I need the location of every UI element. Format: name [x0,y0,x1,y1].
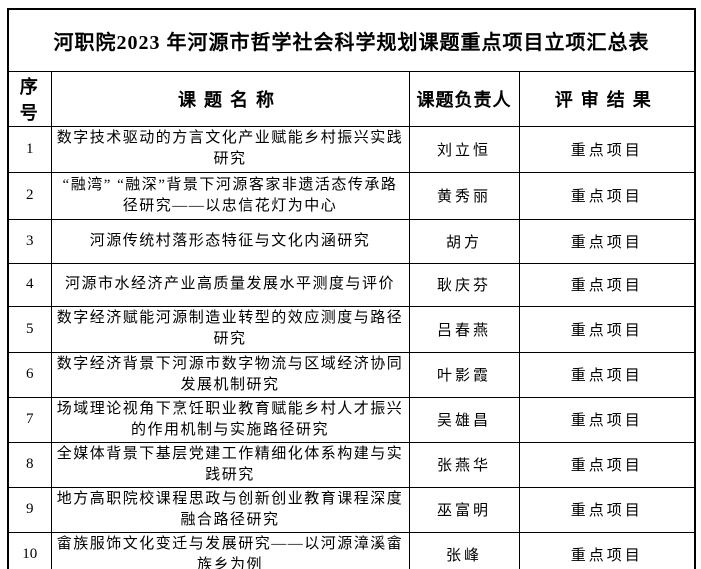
cell-leader: 胡方 [408,218,520,264]
cell-leader: 吕春燕 [408,305,520,353]
projects-summary-table: 河职院2023 年河源市哲学社会科学规划课题重点项目立项汇总表 序号 课题名称 … [7,8,696,569]
cell-index: 8 [7,441,52,488]
table-row: 8 全媒体背景下基层党建工作精细化体系构建与实践研究 张燕华 重点项目 [7,441,696,488]
cell-index: 5 [7,305,52,353]
table-title: 河职院2023 年河源市哲学社会科学规划课题重点项目立项汇总表 [7,8,696,72]
cell-leader: 叶影霞 [408,351,520,398]
cell-index: 4 [7,262,52,307]
cell-result: 重点项目 [518,396,696,443]
title-row: 河职院2023 年河源市哲学社会科学规划课题重点项目立项汇总表 [7,8,696,72]
table-row: 6 数字经济背景下河源市数字物流与区域经济协同发展机制研究 叶影霞 重点项目 [7,351,696,398]
cell-result: 重点项目 [518,441,696,488]
header-row: 序号 课题名称 课题负责人 评审结果 [7,70,696,127]
table-row: 4 河源市水经济产业高质量发展水平测度与评价 耿庆芬 重点项目 [7,262,696,307]
cell-leader: 黄秀丽 [408,171,520,220]
cell-index: 1 [7,125,52,173]
cell-result: 重点项目 [518,531,696,569]
column-header-index: 序号 [7,70,52,127]
cell-project-name: “融湾” “融深”背景下河源客家非遗活态传承路径研究——以忠信花灯为中心 [50,171,410,220]
table-row: 5 数字经济赋能河源制造业转型的效应测度与路径研究 吕春燕 重点项目 [7,305,696,353]
cell-project-name: 河源市水经济产业高质量发展水平测度与评价 [50,262,410,307]
table-row: 2 “融湾” “融深”背景下河源客家非遗活态传承路径研究——以忠信花灯为中心 黄… [7,171,696,220]
table-row: 7 场域理论视角下烹饪职业教育赋能乡村人才振兴的作用机制与实施路径研究 吴雄昌 … [7,396,696,443]
cell-result: 重点项目 [518,125,696,173]
table-row: 10 畲族服饰文化变迁与发展研究——以河源漳溪畲族乡为例 张峰 重点项目 [7,531,696,569]
cell-project-name: 数字技术驱动的方言文化产业赋能乡村振兴实践研究 [50,125,410,173]
cell-leader: 吴雄昌 [408,396,520,443]
cell-leader: 张燕华 [408,441,520,488]
cell-leader: 耿庆芬 [408,262,520,307]
cell-result: 重点项目 [518,218,696,264]
cell-index: 9 [7,486,52,533]
cell-leader: 巫富明 [408,486,520,533]
cell-index: 7 [7,396,52,443]
column-header-project-name: 课题名称 [50,70,410,127]
table-row: 3 河源传统村落形态特征与文化内涵研究 胡方 重点项目 [7,218,696,264]
cell-result: 重点项目 [518,351,696,398]
cell-project-name: 畲族服饰文化变迁与发展研究——以河源漳溪畲族乡为例 [50,531,410,569]
cell-index: 10 [7,531,52,569]
cell-project-name: 数字经济背景下河源市数字物流与区域经济协同发展机制研究 [50,351,410,398]
cell-leader: 刘立恒 [408,125,520,173]
cell-project-name: 地方高职院校课程思政与创新创业教育课程深度融合路径研究 [50,486,410,533]
cell-index: 2 [7,171,52,220]
column-header-leader: 课题负责人 [408,70,520,127]
cell-project-name: 全媒体背景下基层党建工作精细化体系构建与实践研究 [50,441,410,488]
cell-result: 重点项目 [518,305,696,353]
cell-project-name: 河源传统村落形态特征与文化内涵研究 [50,218,410,264]
cell-result: 重点项目 [518,171,696,220]
table-row: 9 地方高职院校课程思政与创新创业教育课程深度融合路径研究 巫富明 重点项目 [7,486,696,533]
cell-index: 6 [7,351,52,398]
cell-project-name: 数字经济赋能河源制造业转型的效应测度与路径研究 [50,305,410,353]
cell-result: 重点项目 [518,486,696,533]
table-row: 1 数字技术驱动的方言文化产业赋能乡村振兴实践研究 刘立恒 重点项目 [7,125,696,173]
cell-project-name: 场域理论视角下烹饪职业教育赋能乡村人才振兴的作用机制与实施路径研究 [50,396,410,443]
cell-result: 重点项目 [518,262,696,307]
cell-leader: 张峰 [408,531,520,569]
cell-index: 3 [7,218,52,264]
column-header-result: 评审结果 [518,70,696,127]
